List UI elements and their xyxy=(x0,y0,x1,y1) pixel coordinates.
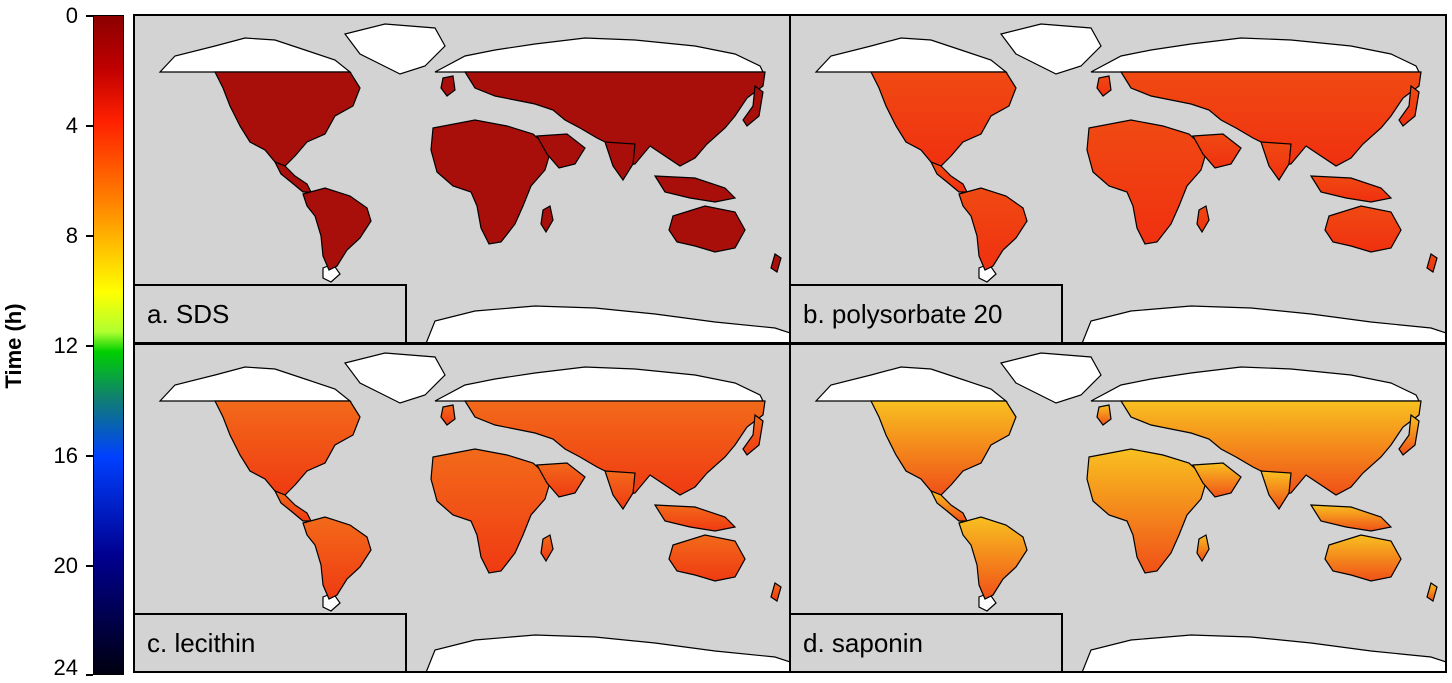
land-africa xyxy=(1086,448,1208,574)
land-british-isles xyxy=(440,75,456,97)
colorbar-tick xyxy=(86,674,93,676)
land-south-america xyxy=(958,516,1028,600)
ice-arctic-north-america xyxy=(814,366,1008,402)
land-arabia xyxy=(1192,462,1242,498)
land-new-zealand xyxy=(770,582,782,602)
land-japan xyxy=(742,413,764,456)
panel-label: c. lecithin xyxy=(135,613,407,671)
colorbar-tick xyxy=(86,565,93,567)
land-australia xyxy=(1324,534,1402,582)
panel-label: a. SDS xyxy=(135,284,407,342)
world-map xyxy=(814,352,1445,671)
land-north-america xyxy=(870,400,1017,496)
ice-greenland xyxy=(999,352,1102,404)
land-madagascar xyxy=(1196,205,1210,234)
ice-antarctica xyxy=(425,305,789,342)
land-british-isles xyxy=(1096,75,1112,97)
land-british-isles xyxy=(440,404,456,426)
world-map xyxy=(158,23,789,342)
colorbar-gradient xyxy=(93,15,124,675)
land-arabia xyxy=(536,133,586,169)
land-eurasia xyxy=(463,71,766,167)
land-south-america xyxy=(302,187,372,271)
land-africa xyxy=(1086,119,1208,245)
land-new-zealand xyxy=(770,253,782,273)
land-new-zealand xyxy=(1426,582,1438,602)
land-japan xyxy=(1398,84,1420,127)
colorbar-tick-label: 8 xyxy=(65,223,78,248)
land-south-america xyxy=(302,516,372,600)
colorbar-tick-label: 12 xyxy=(53,333,78,358)
land-north-america xyxy=(870,71,1017,167)
map-panel-saponin: d. saponin xyxy=(789,343,1447,673)
ice-antarctica xyxy=(425,634,789,671)
land-africa xyxy=(430,119,552,245)
colorbar-tick xyxy=(86,15,93,17)
colorbar-tick xyxy=(86,455,93,457)
land-arabia xyxy=(536,462,586,498)
ice-arctic-north-america xyxy=(158,37,352,73)
ice-arctic-eurasia xyxy=(1090,366,1420,402)
map-panel-lecithin: c. lecithin xyxy=(133,343,791,673)
ice-greenland xyxy=(343,23,446,75)
ice-arctic-north-america xyxy=(814,37,1008,73)
colorbar-tick xyxy=(86,125,93,127)
land-british-isles xyxy=(1096,404,1112,426)
colorbar-tick-label: 24 xyxy=(53,655,78,680)
ice-greenland xyxy=(343,352,446,404)
land-india xyxy=(1260,470,1292,511)
land-north-america xyxy=(214,71,361,167)
land-africa xyxy=(430,448,552,574)
ice-arctic-north-america xyxy=(158,366,352,402)
land-eurasia xyxy=(1119,71,1422,167)
map-panel-sds: a. SDS xyxy=(133,14,791,344)
land-central-america xyxy=(273,489,312,522)
land-central-america xyxy=(929,489,968,522)
ice-antarctica xyxy=(1081,305,1445,342)
land-eurasia xyxy=(1119,400,1422,496)
colorbar-tick-label: 16 xyxy=(53,443,78,468)
panel-label: b. polysorbate 20 xyxy=(791,284,1063,342)
world-map xyxy=(158,352,789,671)
ice-arctic-eurasia xyxy=(434,37,764,73)
colorbar-title: Time (h) xyxy=(1,303,26,389)
land-madagascar xyxy=(1196,534,1210,563)
land-southeast-asia-islands xyxy=(1309,175,1393,203)
land-india xyxy=(604,470,636,511)
ice-antarctica xyxy=(1081,634,1445,671)
colorbar-tick xyxy=(86,345,93,347)
land-india xyxy=(1260,141,1292,182)
colorbar-tick-label: 0 xyxy=(65,3,78,28)
ice-arctic-eurasia xyxy=(434,366,764,402)
land-india xyxy=(604,141,636,182)
world-map xyxy=(814,23,1445,342)
land-madagascar xyxy=(540,534,554,563)
colorbar-tick-label: 20 xyxy=(53,553,78,578)
colorbar-tick-label: 4 xyxy=(65,113,78,138)
land-new-zealand xyxy=(1426,253,1438,273)
land-southeast-asia-islands xyxy=(653,175,737,203)
land-south-america xyxy=(958,187,1028,271)
land-southeast-asia-islands xyxy=(653,504,737,532)
map-panel-polysorbate-20: b. polysorbate 20 xyxy=(789,14,1447,344)
land-madagascar xyxy=(540,205,554,234)
land-japan xyxy=(742,84,764,127)
land-north-america xyxy=(214,400,361,496)
ice-greenland xyxy=(999,23,1102,75)
land-japan xyxy=(1398,413,1420,456)
land-arabia xyxy=(1192,133,1242,169)
land-australia xyxy=(668,205,746,253)
land-central-america xyxy=(929,160,968,193)
land-central-america xyxy=(273,160,312,193)
land-australia xyxy=(668,534,746,582)
colorbar: Time (h) 0 4 8 12 16 20 24 xyxy=(0,0,130,683)
land-southeast-asia-islands xyxy=(1309,504,1393,532)
panel-label: d. saponin xyxy=(791,613,1063,671)
ice-arctic-eurasia xyxy=(1090,37,1420,73)
colorbar-tick xyxy=(86,235,93,237)
land-australia xyxy=(1324,205,1402,253)
land-eurasia xyxy=(463,400,766,496)
